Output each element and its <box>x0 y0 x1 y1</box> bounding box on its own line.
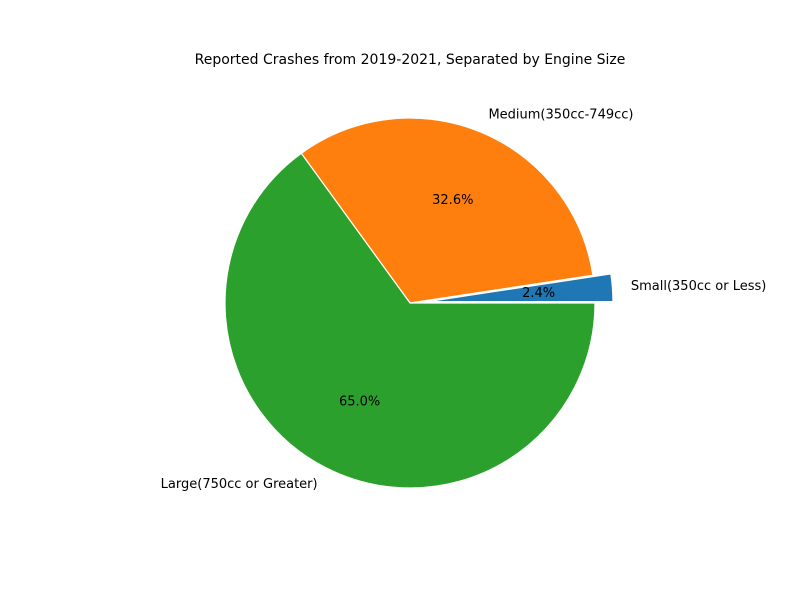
slice-label-0: Small(350cc or Less) <box>631 279 766 294</box>
slice-label-1: Medium(350cc-749cc) <box>488 108 633 123</box>
slice-percent-1: 32.6% <box>432 193 473 208</box>
slice-label-2: Large(750cc or Greater) <box>161 477 318 492</box>
chart-title: Reported Crashes from 2019-2021, Separat… <box>195 52 626 68</box>
pie-slice-1 <box>300 117 594 304</box>
slice-percent-0: 2.4% <box>522 286 555 301</box>
pie-labels: Small(350cc or Less) 2.4% Medium(350cc-749… <box>161 108 767 492</box>
pie-slice-0 <box>427 273 614 303</box>
pie-slices <box>224 117 614 489</box>
pie-slice-2 <box>224 152 596 489</box>
slice-percent-2: 65.0% <box>339 394 380 409</box>
